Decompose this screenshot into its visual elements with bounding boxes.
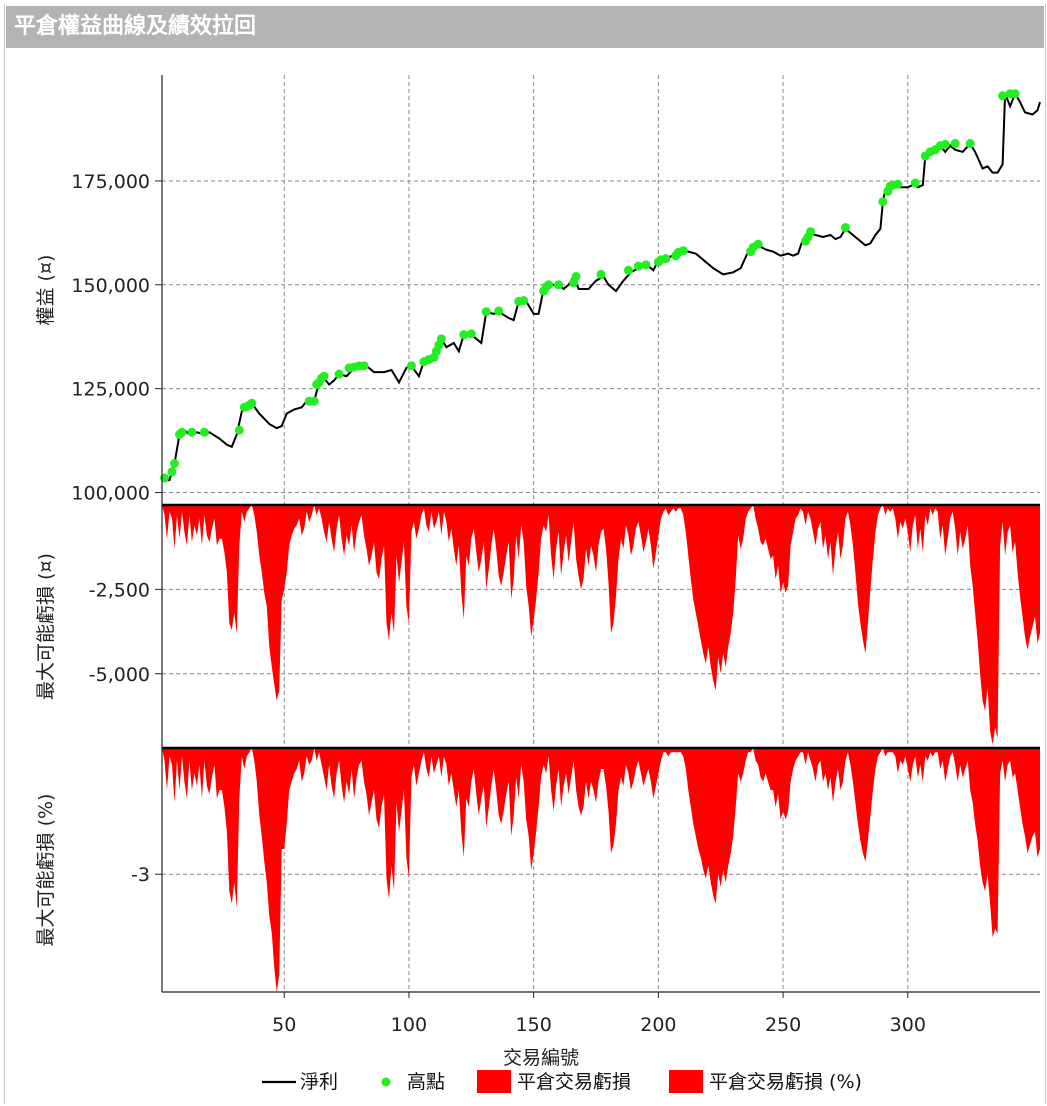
window-title: 平倉權益曲線及績效拉回 xyxy=(6,6,1044,48)
high-point-marker xyxy=(177,427,187,437)
high-point-marker xyxy=(247,398,257,408)
high-point-marker xyxy=(998,91,1008,101)
high-point-marker xyxy=(753,239,763,249)
y-tick-label: 100,000 xyxy=(71,483,150,505)
legend-box-swatch xyxy=(669,1070,703,1093)
y-axis-title: 最大可能虧損 (%) xyxy=(35,794,57,947)
high-point-marker xyxy=(965,139,975,149)
y-tick-label: 150,000 xyxy=(71,275,150,297)
legend-label: 高點 xyxy=(407,1071,445,1093)
high-point-marker xyxy=(466,329,476,339)
high-point-marker xyxy=(406,361,416,371)
high-point-marker xyxy=(234,425,244,435)
high-point-marker xyxy=(319,371,329,381)
x-tick-label: 300 xyxy=(890,1014,926,1036)
legend-dot-swatch xyxy=(381,1077,391,1087)
panel-drawdown-percent: -3 最大可能虧損 (%) xyxy=(35,746,1040,992)
high-point-marker xyxy=(334,369,344,379)
high-point-marker xyxy=(678,246,688,256)
high-point-marker xyxy=(459,330,469,340)
panel-equity: 100,000 125,000 150,000 175,000 權益 (¤) xyxy=(35,89,1041,505)
high-point-marker xyxy=(554,280,564,290)
high-point-marker xyxy=(167,467,177,477)
x-axis-title: 交易編號 xyxy=(503,1047,579,1069)
legend-box-swatch xyxy=(477,1070,511,1093)
y-tick-label: -2,500 xyxy=(89,579,150,601)
high-point-marker xyxy=(596,269,606,279)
y-tick-label: 125,000 xyxy=(71,379,150,401)
drawdown-area xyxy=(162,505,1040,745)
high-point-marker xyxy=(950,139,960,149)
high-point-marker xyxy=(494,306,504,316)
high-point-marker xyxy=(641,260,651,270)
high-point-marker xyxy=(840,222,850,232)
legend-label: 平倉交易虧損 xyxy=(517,1071,631,1093)
high-point-marker xyxy=(159,473,169,483)
legend-item-3: 平倉交易虧損 xyxy=(477,1070,631,1093)
high-point-marker xyxy=(519,296,529,306)
high-point-marker xyxy=(806,227,816,237)
high-point-marker xyxy=(940,139,950,149)
high-point-marker xyxy=(309,396,319,406)
legend-label: 平倉交易虧損 (%) xyxy=(709,1071,862,1093)
legend-label: 淨利 xyxy=(300,1071,338,1093)
high-point-marker xyxy=(571,271,581,281)
high-point-marker xyxy=(633,261,643,271)
x-tick-label: 150 xyxy=(516,1014,552,1036)
legend: 淨利 高點 平倉交易虧損 平倉交易虧損 (%) xyxy=(262,1070,862,1093)
high-point-marker xyxy=(893,179,903,189)
y-tick-label: 175,000 xyxy=(71,171,150,193)
x-tick-label: 50 xyxy=(272,1014,296,1036)
high-point-marker xyxy=(910,178,920,188)
y-axis-title: 權益 (¤) xyxy=(35,255,57,326)
x-tick-label: 200 xyxy=(640,1014,676,1036)
panel-drawdown-amount: -2,500 -5,000 最大可能虧損 (¤) xyxy=(35,503,1040,745)
high-point-marker xyxy=(878,197,888,207)
high-point-marker xyxy=(169,458,179,468)
high-point-marker xyxy=(623,265,633,275)
y-tick-label: -5,000 xyxy=(89,664,150,686)
x-tick-label: 250 xyxy=(765,1014,801,1036)
x-tick-label: 100 xyxy=(391,1014,427,1036)
high-point-marker xyxy=(199,427,209,437)
high-point-marker xyxy=(544,280,554,290)
y-axis-title: 最大可能虧損 (¤) xyxy=(35,553,57,700)
y-tick-label: -3 xyxy=(131,864,150,886)
high-point-marker xyxy=(359,361,369,371)
legend-item-4: 平倉交易虧損 (%) xyxy=(669,1070,862,1093)
high-point-marker xyxy=(481,307,491,317)
high-point-marker xyxy=(436,334,446,344)
high-point-marker xyxy=(187,427,197,437)
high-point-marker xyxy=(1010,89,1020,99)
legend-item-2: 高點 xyxy=(381,1071,445,1093)
legend-item-1: 淨利 xyxy=(262,1071,338,1093)
high-point-marker xyxy=(661,254,671,264)
